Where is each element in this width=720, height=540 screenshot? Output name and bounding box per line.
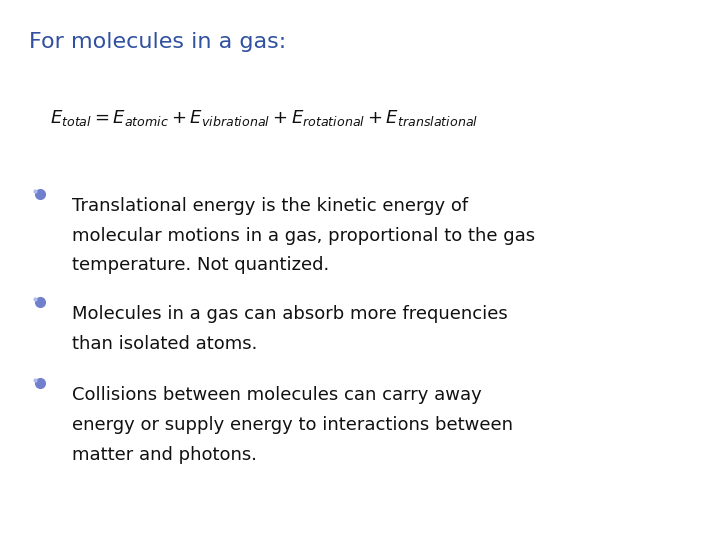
Text: molecular motions in a gas, proportional to the gas: molecular motions in a gas, proportional… bbox=[72, 227, 535, 245]
Text: Translational energy is the kinetic energy of: Translational energy is the kinetic ener… bbox=[72, 197, 468, 215]
Text: energy or supply energy to interactions between: energy or supply energy to interactions … bbox=[72, 416, 513, 434]
Text: Collisions between molecules can carry away: Collisions between molecules can carry a… bbox=[72, 386, 482, 404]
Text: $E_{total} = E_{atomic} + E_{vibrational} + E_{rotational} + E_{translational}$: $E_{total} = E_{atomic} + E_{vibrational… bbox=[50, 108, 479, 128]
Text: For molecules in a gas:: For molecules in a gas: bbox=[29, 32, 286, 52]
Text: than isolated atoms.: than isolated atoms. bbox=[72, 335, 257, 353]
Text: matter and photons.: matter and photons. bbox=[72, 446, 257, 463]
Text: Molecules in a gas can absorb more frequencies: Molecules in a gas can absorb more frequ… bbox=[72, 305, 508, 323]
Text: temperature. Not quantized.: temperature. Not quantized. bbox=[72, 256, 329, 274]
